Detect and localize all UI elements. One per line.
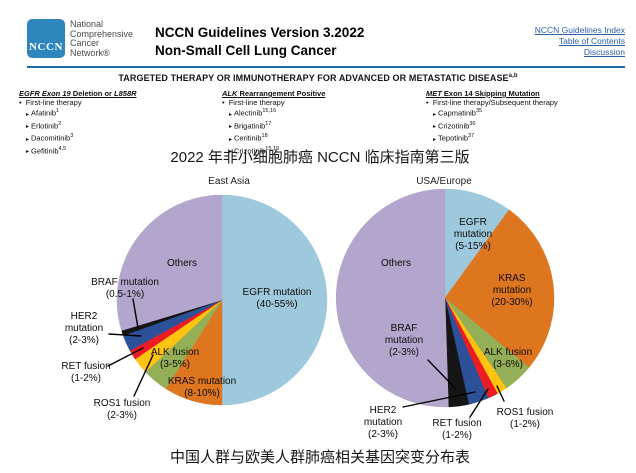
- leader-line: [496, 385, 505, 402]
- therapy-column: MET Exon 14 Skipping Mutation • First-lin…: [426, 89, 626, 145]
- therapy-heading: ALK Rearrangement Positive: [222, 89, 326, 98]
- leader-line: [133, 354, 154, 397]
- therapy-column: ALK Rearrangement Positive • First-line t…: [222, 89, 422, 157]
- nccn-logo: NCCN: [27, 19, 65, 58]
- link-discussion[interactable]: Discussion: [583, 47, 625, 57]
- therapy-drug: ▸ Erlotinib2: [26, 120, 62, 131]
- pie-label-ros1-fusion: ROS1 fusion (1-2%): [496, 407, 554, 430]
- pie-label-kras-mutation: KRAS mutation (8-10%): [167, 376, 237, 399]
- caption-bottom: 中国人群与欧美人群肺癌相关基因突变分布表: [169, 449, 470, 466]
- header-links: NCCN Guidelines Index Table of Contents …: [535, 25, 625, 58]
- section-banner-superscript: a,b: [508, 73, 518, 79]
- leader-line: [469, 388, 489, 418]
- leader-line: [132, 298, 139, 329]
- page-title-line2: Non-Small Cell Lung Cancer: [155, 42, 337, 58]
- org-line: Network®: [70, 47, 110, 58]
- section-banner: TARGETED THERAPY OR IMMUNOTHERAPY FOR AD…: [0, 73, 636, 83]
- pie-label-others: Others: [380, 258, 411, 269]
- pie-label-egfr-mutation: EGFR mutation (5-15%): [453, 217, 493, 252]
- therapy-drug: ▸ Crizotinib15,19: [229, 145, 280, 156]
- pie-slice-others: [116, 194, 223, 331]
- chart-title-usa-europe: USA/Europe: [416, 176, 472, 187]
- therapy-column: EGFR Exon 19 Deletion or L858R • First-li…: [19, 89, 219, 157]
- pie-slice-kras-mutation: [444, 209, 555, 368]
- therapy-drug: ▸ Crizotinib36: [433, 120, 476, 131]
- header-divider: [27, 66, 625, 69]
- org-name: National Comprehensive Cancer Network®: [70, 19, 134, 58]
- pie-label-her2-mutation: HER2 mutation (2-3%): [363, 405, 403, 440]
- pie-label-kras-mutation: KRAS mutation (20-30%): [491, 273, 533, 308]
- leader-line: [108, 333, 142, 337]
- pie-label-ros1-fusion: ROS1 fusion (2-3%): [93, 398, 151, 421]
- therapy-drug: ▸ Tepotinib37: [433, 133, 475, 143]
- page-title-line1: NCCN Guidelines Version 3.2022: [155, 25, 365, 40]
- leader-line: [402, 391, 476, 408]
- leader-line: [427, 359, 457, 390]
- chart-title-east-asia: East Asia: [208, 176, 250, 187]
- org-line: National: [70, 19, 104, 29]
- pie-label-alk-fusion: ALK fusion (3-5%): [150, 347, 200, 370]
- pie-label-others: Others: [166, 258, 197, 269]
- pie-label-her2-mutation: HER2 mutation (2-3%): [64, 311, 104, 346]
- therapy-subheading: • First-line therapy/Subsequent therapy: [426, 98, 558, 107]
- pie-label-alk-fusion: ALK fusion (3-6%): [483, 347, 533, 370]
- pie-label-ret-fusion: RET fusion (1-2%): [432, 418, 482, 441]
- therapy-subheading: • First-line therapy: [222, 98, 285, 107]
- therapy-heading: EGFR Exon 19 Deletion or L858R: [19, 89, 137, 98]
- section-banner-text: TARGETED THERAPY OR IMMUNOTHERAPY FOR AD…: [118, 73, 509, 83]
- leader-line: [107, 347, 144, 367]
- pie-slice-egfr-mutation: [221, 194, 328, 406]
- org-line: Cancer: [70, 38, 100, 48]
- therapy-drug: ▸ Brigatinib17: [229, 120, 272, 131]
- pie-slice-others: [335, 188, 449, 408]
- org-line: Comprehensive: [70, 28, 134, 39]
- therapy-drug: ▸ Afatinib1: [26, 108, 60, 118]
- caption-top: 2022 年非小细胞肺癌 NCCN 临床指南第三版: [170, 149, 470, 166]
- therapy-drug: ▸ Dacomitinib3: [26, 133, 74, 143]
- pie-label-braf-mutation: BRAF mutation (2-3%): [384, 323, 424, 358]
- page-title: NCCN Guidelines Version 3.2022 Non-Small…: [155, 24, 364, 59]
- therapy-drug: ▸ Alectinib15,16: [229, 108, 277, 118]
- therapy-subheading: • First-line therapy: [19, 98, 82, 107]
- pie-label-ret-fusion: RET fusion (1-2%): [61, 361, 111, 384]
- link-nccn-guidelines-index[interactable]: NCCN Guidelines Index: [534, 25, 625, 35]
- pie-label-egfr-mutation: EGFR mutation (40-55%): [242, 287, 312, 310]
- therapy-drug: ▸ Capmatinib35: [433, 108, 483, 118]
- link-table-of-contents[interactable]: Table of Contents: [558, 36, 625, 46]
- therapy-drug: ▸ Gefitinib4,5: [26, 145, 67, 156]
- therapy-heading: MET Exon 14 Skipping Mutation: [426, 89, 540, 98]
- nccn-logo-text: NCCN: [29, 41, 63, 53]
- pie-label-braf-mutation: BRAF mutation (0.5-1%): [91, 277, 159, 300]
- therapy-drug: ▸ Ceritinib18: [229, 133, 268, 143]
